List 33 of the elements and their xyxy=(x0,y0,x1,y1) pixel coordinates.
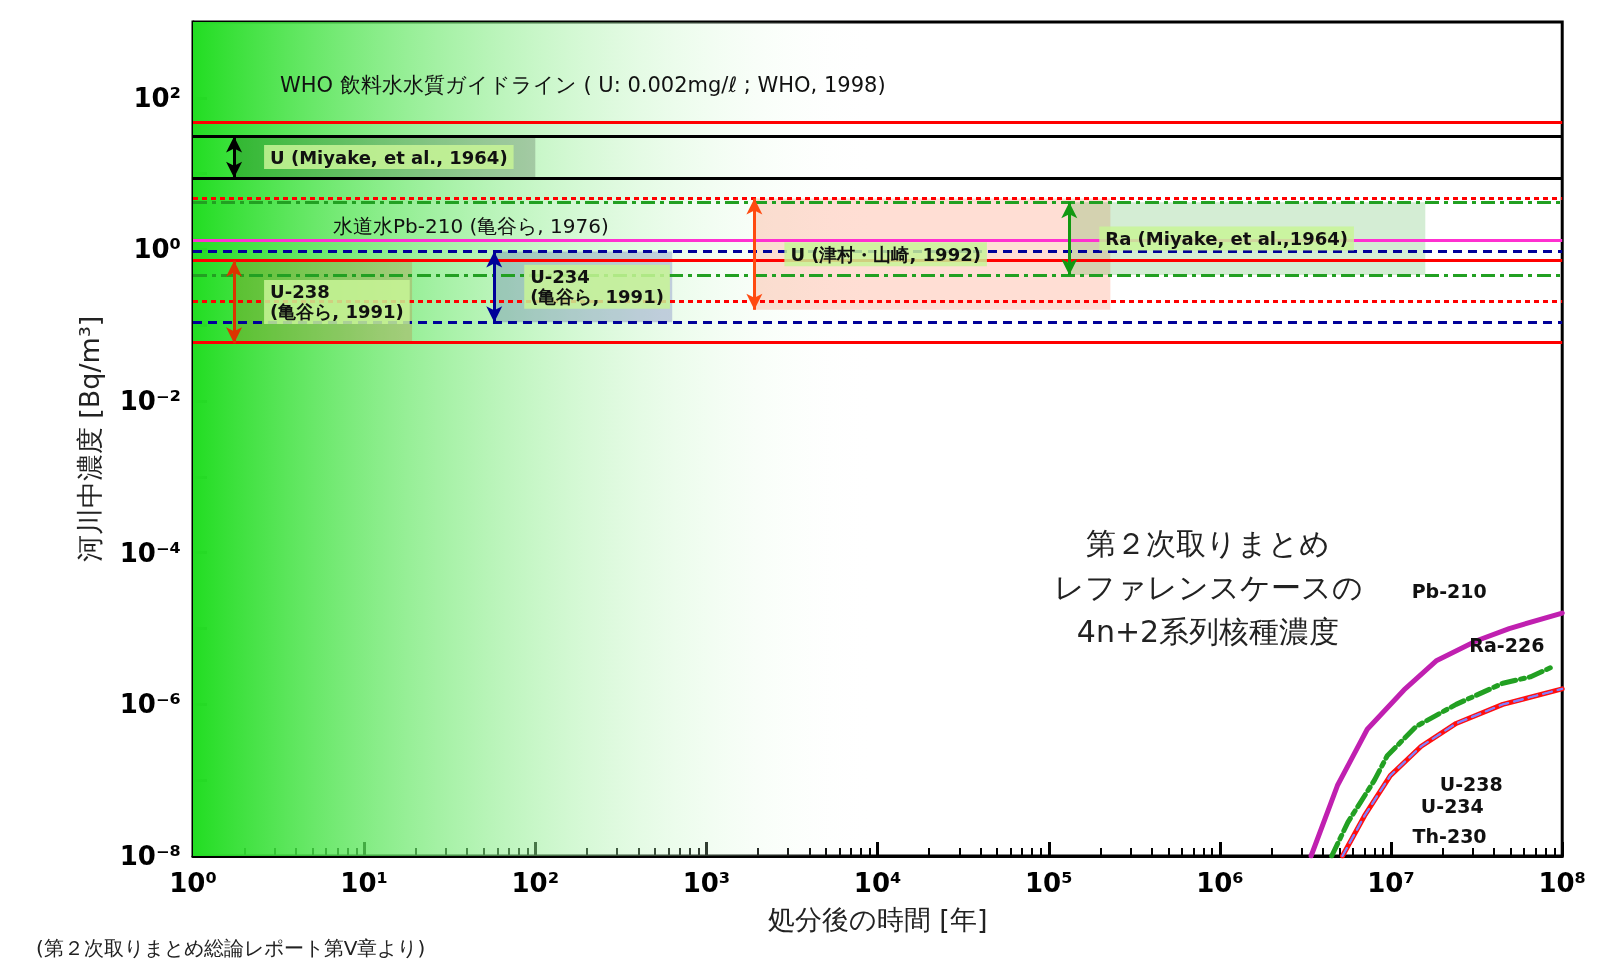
annotation: WHO 飲料水水質ガイドライン ( U: 0.002mg/ℓ ; WHO, 1998) xyxy=(280,72,886,97)
annotation: レファレンスケースの xyxy=(1053,569,1363,605)
band-label: U (津村・山崎, 1992) xyxy=(790,243,981,265)
x-tick-label: 10¹ xyxy=(340,868,388,898)
band-label: U-238 (亀谷ら, 1991) xyxy=(270,281,404,323)
y-tick-label: 10⁻² xyxy=(119,386,181,417)
x-tick-label: 10³ xyxy=(682,868,731,898)
band-label: U-234 (亀谷ら, 1991) xyxy=(530,266,664,308)
series-label: U-234 xyxy=(1420,794,1484,817)
annotation: 4n+2系列核種濃度 xyxy=(1076,613,1340,649)
text: (第２次取りまとめ総論レポート第V章より) xyxy=(36,936,426,960)
band-label: U (Miyake, et al., 1964) xyxy=(270,146,508,168)
x-tick-label: 10⁵ xyxy=(1024,868,1073,898)
y-tick-label: 10⁻⁸ xyxy=(119,841,181,871)
x-tick-label: 10⁶ xyxy=(1196,868,1244,898)
y-axis-title: 河川中濃度 [Bq/m³] xyxy=(74,315,105,563)
annotation: 第２次取りまとめ xyxy=(1086,525,1330,561)
band-label: Ra (Miyake, et al.,1964) xyxy=(1105,228,1348,250)
x-tick-label: 10⁰ xyxy=(169,868,217,898)
y-tick-label: 10⁻⁴ xyxy=(119,537,181,568)
x-tick-label: 10² xyxy=(511,868,560,898)
x-axis-title: 処分後の時間 [年] xyxy=(767,904,988,935)
x-tick-label: 10⁷ xyxy=(1367,868,1415,898)
series-label: Pb-210 xyxy=(1411,579,1487,602)
ref-line-label: 水道水Pb-210 (亀谷ら, 1976) xyxy=(333,214,609,239)
y-tick-label: 10⁻⁶ xyxy=(119,689,181,720)
text: Th-230 xyxy=(1412,824,1487,847)
x-tick-label: 10⁸ xyxy=(1538,868,1586,898)
y-tick-label: 10⁰ xyxy=(133,234,181,265)
series-label: U-238 xyxy=(1439,773,1503,796)
series-label: Ra-226 xyxy=(1469,634,1545,657)
x-tick-label: 10⁴ xyxy=(853,868,902,898)
y-tick-label: 10² xyxy=(133,82,181,113)
